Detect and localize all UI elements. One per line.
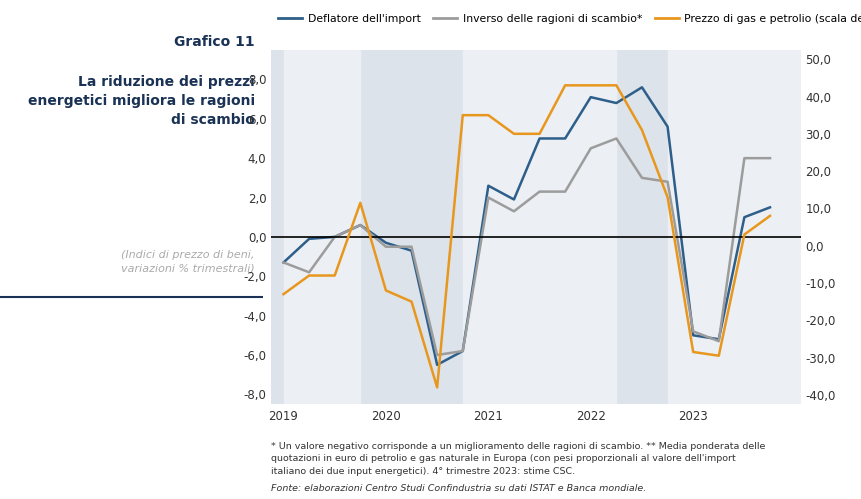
Text: Grafico 11: Grafico 11 <box>174 35 255 49</box>
Bar <box>462 50 616 404</box>
Text: (Indici di prezzo di beni,
variazioni % trimestrali): (Indici di prezzo di beni, variazioni % … <box>121 250 255 273</box>
Bar <box>667 50 801 404</box>
Bar <box>283 50 360 404</box>
Text: La riduzione dei prezzi
energetici migliora le ragioni
di scambio: La riduzione dei prezzi energetici migli… <box>28 75 255 127</box>
Legend: Deflatore dell'import, Inverso delle ragioni di scambio*, Prezzo di gas e petrol: Deflatore dell'import, Inverso delle rag… <box>274 9 861 28</box>
Text: Fonte: elaborazioni Centro Studi Confindustria su dati ISTAT e Banca mondiale.: Fonte: elaborazioni Centro Studi Confind… <box>271 484 647 493</box>
Text: * Un valore negativo corrisponde a un miglioramento delle ragioni di scambio. **: * Un valore negativo corrisponde a un mi… <box>271 442 765 476</box>
